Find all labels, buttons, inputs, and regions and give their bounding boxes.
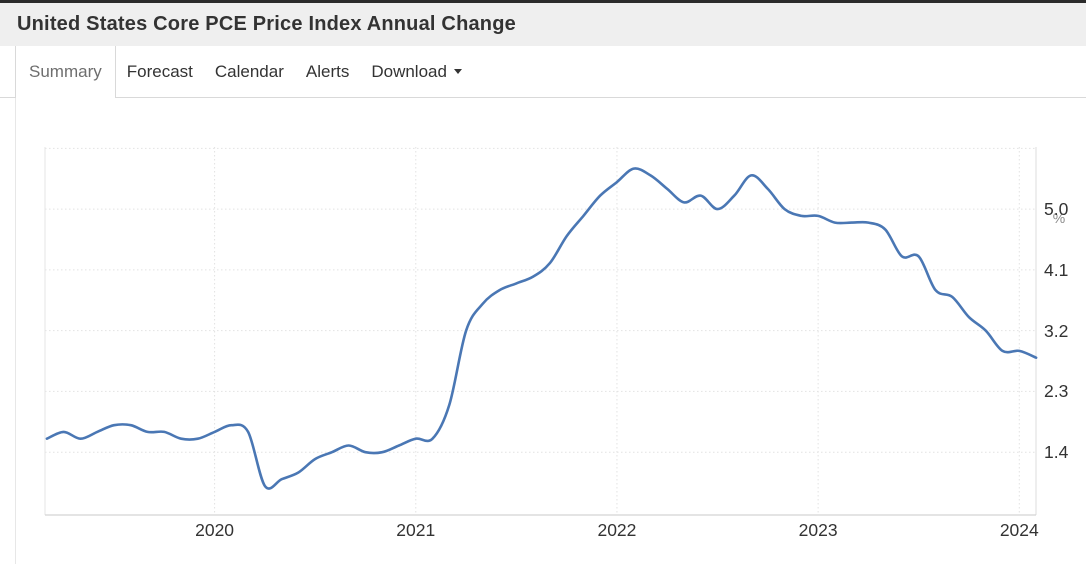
tab-calendar-label: Calendar — [214, 61, 284, 81]
tab-calendar[interactable]: Calendar — [204, 46, 295, 97]
data-series-line — [45, 167, 1038, 490]
tab-alerts[interactable]: Alerts — [295, 46, 360, 97]
tab-download[interactable]: Download — [360, 46, 473, 97]
tab-summary[interactable]: Summary — [15, 46, 116, 98]
y-axis-tick-label: 4.1 — [1044, 259, 1069, 280]
top-edge-bar — [0, 0, 1086, 3]
x-axis-tick-label: 2024 — [999, 520, 1039, 540]
y-axis-tick-label: 1.4 — [1044, 442, 1069, 463]
chart-panel: % 5.0 4.1 3.2 2.3 1.4 2020 2021 2022 2023 2024 — [0, 98, 1086, 564]
page-title: United States Core PCE Price Index Annua… — [17, 13, 516, 35]
x-axis-tick-label: 2020 — [195, 520, 235, 540]
x-axis-tick-label: 2023 — [798, 520, 838, 540]
page-header: United States Core PCE Price Index Annua… — [0, 3, 1086, 46]
tab-forecast-label: Forecast — [126, 61, 193, 81]
x-axis-tick-label: 2022 — [597, 520, 637, 540]
caret-down-icon — [453, 69, 462, 74]
tab-alerts-label: Alerts — [305, 61, 350, 81]
tab-summary-label: Summary — [29, 61, 102, 81]
y-axis-tick-label: 2.3 — [1044, 381, 1069, 402]
y-axis-unit-label: % — [1052, 210, 1066, 226]
tab-forecast[interactable]: Forecast — [116, 46, 204, 97]
x-axis-tick-label: 2021 — [396, 520, 436, 540]
y-axis-tick-label: 5.0 — [1044, 199, 1069, 220]
tab-download-label: Download — [371, 61, 447, 81]
y-axis-tick-label: 3.2 — [1044, 320, 1069, 341]
tab-bar: Summary Forecast Calendar Alerts Downloa… — [0, 46, 1086, 98]
content-left-border — [15, 98, 16, 564]
line-chart — [44, 147, 1038, 516]
